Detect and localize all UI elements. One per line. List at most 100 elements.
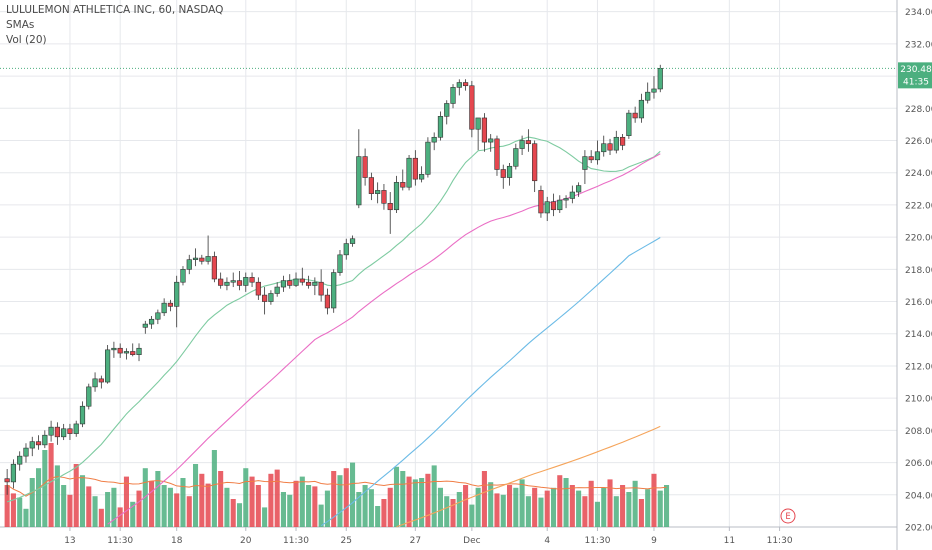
volume-bar	[67, 494, 73, 527]
candle-down	[368, 177, 374, 194]
candle-up	[243, 277, 249, 286]
volume-bar	[262, 507, 268, 527]
volume-bar	[161, 485, 167, 527]
candle	[42, 430, 48, 449]
price-tick-label: 206.00	[905, 459, 932, 469]
candle-up	[274, 286, 280, 294]
volume-bar	[299, 476, 305, 527]
candle	[299, 267, 305, 286]
time-tick-label: Dec	[463, 536, 480, 546]
volume-bar	[280, 492, 286, 527]
candle-up	[105, 349, 111, 383]
candle	[613, 130, 619, 154]
candle	[419, 166, 425, 183]
candle-up	[431, 136, 437, 143]
candle-down	[494, 138, 500, 170]
price-tick-label: 212.00	[905, 362, 932, 372]
volume-bar	[86, 486, 92, 527]
volume-bar	[456, 492, 462, 527]
volume-bar	[356, 492, 362, 527]
candle-up	[638, 99, 645, 119]
candle-down	[117, 347, 123, 354]
candle-down	[299, 278, 305, 283]
candle	[425, 137, 431, 178]
candle	[331, 269, 337, 313]
candle-down	[249, 277, 255, 283]
volume-bar	[149, 480, 155, 527]
candle	[29, 436, 35, 457]
price-tick-label: 224.00	[905, 169, 932, 179]
volume-bar	[48, 443, 54, 527]
volume-bar	[538, 497, 544, 527]
volume-bar	[425, 473, 431, 527]
candle	[274, 282, 280, 297]
candle-up	[180, 269, 186, 283]
candle	[557, 195, 563, 213]
candle	[10, 459, 17, 489]
candle	[148, 316, 155, 329]
candle	[92, 372, 98, 392]
candle-down	[412, 157, 418, 180]
candle-up	[42, 434, 48, 446]
volume-bar	[350, 462, 356, 527]
volume-bar	[613, 496, 619, 527]
price-badge: 230.48 41:35	[898, 62, 932, 89]
volume-bar	[186, 496, 192, 527]
sma-indicator-label[interactable]: SMAs	[6, 19, 35, 31]
time-tick-label: 11:30	[767, 536, 793, 546]
candle	[180, 266, 186, 286]
earnings-marker[interactable]: E	[780, 508, 796, 524]
volume-bar	[594, 501, 600, 527]
candle	[406, 154, 412, 191]
candle	[268, 290, 274, 305]
price-tick-label: 226.00	[905, 137, 932, 147]
candle	[35, 435, 42, 450]
price-tick-label: 216.00	[905, 298, 932, 308]
candle	[123, 348, 130, 360]
candle	[381, 183, 387, 210]
volume-bar	[318, 504, 324, 527]
candle	[475, 117, 481, 151]
candle-up	[136, 347, 142, 355]
time-tick-label: 20	[240, 536, 252, 546]
time-tick-label: 27	[410, 536, 421, 546]
candle	[525, 129, 531, 152]
candle-up	[563, 198, 569, 201]
candle-up	[224, 281, 230, 286]
volume-bar	[61, 485, 67, 527]
candle-down	[67, 428, 73, 434]
candle-up	[356, 156, 362, 206]
candle-up	[337, 254, 343, 273]
volume-bar	[205, 483, 211, 527]
volume-bar	[130, 501, 136, 527]
candle-down	[619, 136, 626, 146]
candle	[576, 182, 582, 197]
volume-bar	[17, 497, 23, 527]
volume-bar	[243, 468, 249, 527]
volume-bar	[73, 464, 79, 527]
candle	[349, 235, 356, 247]
candle	[462, 79, 469, 91]
candle-up	[657, 68, 663, 90]
candle	[230, 272, 236, 288]
sma-long-line	[396, 425, 661, 528]
candle-down	[35, 441, 42, 446]
candle	[469, 80, 475, 138]
candle-up	[111, 347, 117, 351]
candle	[117, 343, 123, 358]
candle	[393, 175, 400, 213]
candle-up	[186, 259, 192, 270]
price-badge-countdown: 41:35	[903, 77, 929, 87]
candle-up	[582, 156, 588, 170]
chart-legend: LULULEMON ATHLETICA INC, 60, NASDAQ SMAs…	[6, 3, 223, 48]
candle-down	[469, 85, 475, 130]
candle	[601, 135, 607, 157]
candle-up	[437, 116, 444, 138]
price-tick-label: 210.00	[905, 395, 932, 405]
volume-indicator-label[interactable]: Vol (20)	[6, 34, 47, 46]
candle	[23, 443, 29, 463]
candle	[638, 93, 645, 123]
volume-bar	[601, 487, 607, 527]
